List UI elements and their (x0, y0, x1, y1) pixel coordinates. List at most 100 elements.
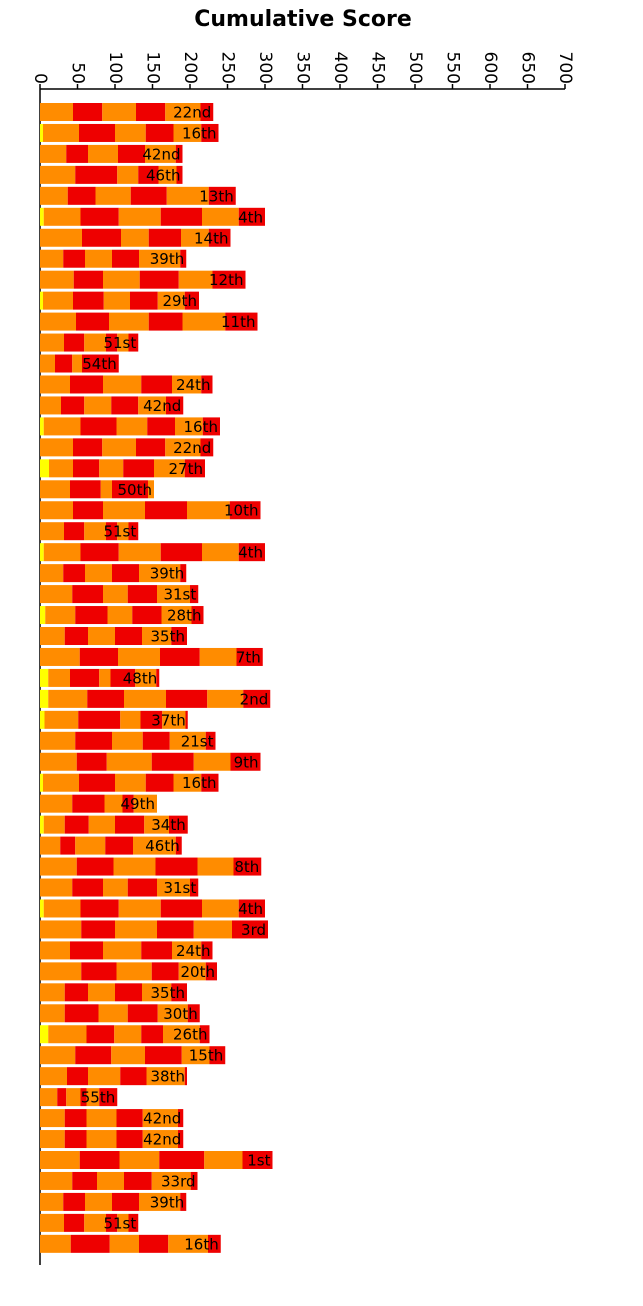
bar-segment (80, 899, 119, 918)
bar-segment (48, 668, 70, 687)
rank-label: 54th (82, 355, 116, 373)
bar-segment (40, 836, 61, 855)
rank-label: 50th (118, 481, 152, 499)
rank-label: 4th (238, 208, 263, 226)
bar-segment (118, 207, 161, 226)
bar-segment (133, 836, 176, 855)
rank-label: 20th (181, 963, 215, 981)
rank-label: 31st (163, 586, 196, 604)
bar-segment (66, 144, 88, 163)
bar-segment (60, 836, 76, 855)
bar-segment (232, 920, 268, 939)
rank-label: 7th (236, 648, 261, 666)
bar-segment (44, 710, 79, 729)
bar-segment (123, 459, 154, 478)
bar-segment (40, 543, 44, 562)
bar-segment (205, 962, 217, 981)
bar-segment (184, 459, 205, 478)
bar-segment (40, 1130, 65, 1149)
bar-segment (115, 983, 142, 1002)
bar-segment (40, 165, 76, 184)
rank-label: 1st (247, 1152, 270, 1170)
bar-segment (40, 1192, 64, 1211)
bar-segment (159, 1151, 205, 1169)
bar-segment (139, 249, 181, 268)
bar-segment (169, 731, 206, 750)
bar-segment (43, 123, 79, 142)
bar-segment (84, 333, 106, 352)
rank-label: 14th (194, 229, 228, 247)
bar-segment (160, 543, 202, 562)
bar-segment (40, 249, 64, 268)
bar-segment (142, 983, 172, 1002)
bar-segment (112, 480, 148, 499)
bar-segment (172, 375, 202, 394)
x-tick-label: 300 (255, 52, 275, 84)
bar-segment (40, 1067, 67, 1086)
bar-segment (135, 668, 157, 687)
bar-segment (157, 920, 194, 939)
bar-segment (40, 752, 77, 771)
bar-segment (209, 1046, 226, 1065)
rank-label: 27th (169, 460, 203, 478)
bar-segment (81, 920, 115, 939)
bar-segment (151, 1171, 191, 1190)
bar-segment (124, 1171, 152, 1190)
bar-segment (208, 1234, 221, 1253)
bar-segment (84, 522, 106, 541)
bar-segment (197, 857, 234, 876)
bar-segment (103, 941, 142, 960)
bar-segment (233, 857, 262, 876)
bar-segment (106, 333, 118, 352)
bar-segment (88, 144, 118, 163)
bar-segment (116, 1130, 143, 1149)
bar-segment (115, 920, 157, 939)
bar-segment (201, 941, 213, 960)
bar-segment (43, 291, 73, 310)
bar-segment (115, 815, 145, 834)
bar-segment (115, 773, 146, 792)
bar-segment (64, 1213, 85, 1232)
bar-segment (40, 228, 82, 247)
bar-segment (146, 1067, 185, 1086)
bar-segment (63, 1192, 85, 1211)
bar-segment (79, 773, 115, 792)
bar-segment (127, 878, 157, 897)
bar-segment (141, 1025, 163, 1044)
bar-segment (139, 1192, 181, 1211)
bar-segment (191, 606, 204, 625)
bar-segment (160, 647, 200, 666)
bar-segment (43, 899, 81, 918)
bar-segment (75, 836, 106, 855)
bar-segment (165, 438, 201, 457)
bar-segment (64, 983, 88, 1002)
rank-label: 21st (181, 732, 214, 750)
rank-label: 13th (199, 187, 233, 205)
bar-segment (140, 710, 163, 729)
bar-segment (102, 438, 136, 457)
bar-segment (40, 1234, 71, 1253)
bar-segment (139, 1234, 169, 1253)
bar-segment (112, 1192, 139, 1211)
bar-segment (64, 627, 88, 645)
bar-segment (73, 291, 104, 310)
bar-segment (103, 270, 140, 289)
bar-segment (145, 123, 174, 142)
bar-segment (82, 228, 121, 247)
bar-segment (72, 354, 82, 373)
bar-segment (155, 857, 198, 876)
bar-segment (115, 123, 146, 142)
rank-label: 39th (150, 250, 184, 268)
bar-segment (43, 207, 81, 226)
bar-segment (147, 417, 175, 436)
bar-segment (84, 1213, 106, 1232)
bar-segment (40, 333, 64, 352)
bar-segment (117, 522, 129, 541)
bar-segment (72, 1171, 97, 1190)
bar-segment (230, 752, 261, 771)
bar-segment (184, 291, 199, 310)
bar-segment (63, 249, 85, 268)
rank-label: 29th (163, 292, 197, 310)
bar-segment (40, 186, 68, 205)
